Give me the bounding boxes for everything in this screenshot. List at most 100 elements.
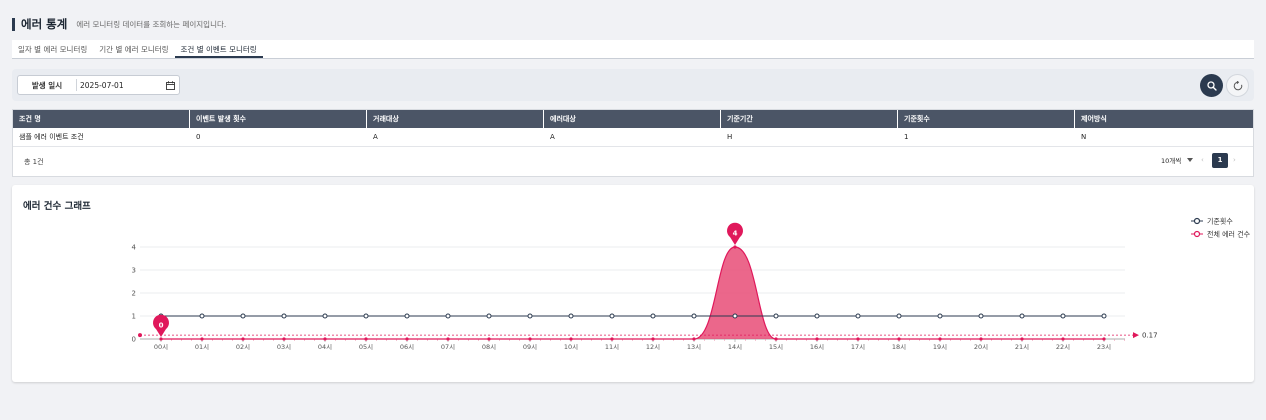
error-point[interactable] (528, 337, 532, 341)
value-marker (727, 222, 743, 245)
reference-point[interactable] (814, 313, 820, 319)
error-point[interactable] (569, 337, 573, 341)
date-filter-label: 발생 일시 (31, 80, 63, 90)
page-size-value: 10개씩 (1161, 157, 1182, 165)
legend-marker (1193, 217, 1201, 225)
x-tick-label: 22시 (1056, 343, 1070, 351)
x-tick-label: 19시 (933, 343, 947, 351)
x-tick-label: 08시 (482, 343, 496, 351)
legend-label[interactable]: 기준횟수 (1207, 217, 1233, 226)
tab-period-error[interactable]: 기간 별 에러 모니터링 (99, 45, 169, 54)
reference-point[interactable] (896, 313, 902, 319)
error-point[interactable] (405, 337, 409, 341)
legend-label[interactable]: 전체 에러 건수 (1207, 230, 1251, 239)
reset-button[interactable] (1226, 74, 1249, 97)
reference-point[interactable] (322, 313, 328, 319)
reference-point[interactable] (609, 313, 615, 319)
error-point[interactable] (1020, 337, 1024, 341)
table-cell: A (550, 133, 555, 141)
x-tick-label: 04시 (318, 343, 332, 351)
reference-point[interactable] (1060, 313, 1066, 319)
y-tick-label: 1 (132, 313, 136, 321)
chevron-down-icon (1187, 158, 1194, 162)
error-point[interactable] (364, 337, 368, 341)
marker-label: 4 (733, 230, 738, 238)
field-divider (76, 79, 77, 91)
error-point[interactable] (241, 337, 245, 341)
reference-point[interactable] (691, 313, 697, 319)
x-tick-label: 14시 (728, 343, 742, 351)
date-filter[interactable]: 발생 일시 2025-07-01 (17, 75, 180, 95)
tab-bar: 일자 별 에러 모니터링 기간 별 에러 모니터링 조건 별 이벤트 모니터링 (12, 40, 1254, 59)
reference-point[interactable] (978, 313, 984, 319)
prev-page-button[interactable]: ‹ (1201, 156, 1204, 164)
reference-point[interactable] (568, 313, 574, 319)
page-description: 에러 모니터링 데이터를 조회하는 페이지입니다. (76, 19, 227, 29)
reference-point[interactable] (527, 313, 533, 319)
page-size-select[interactable]: 10개씩 (1161, 155, 1194, 165)
column-header[interactable]: 거래대상 (367, 110, 544, 128)
column-header[interactable]: 기준횟수 (898, 110, 1075, 128)
reference-point[interactable] (486, 313, 492, 319)
error-point[interactable] (1102, 337, 1106, 341)
reset-icon (1233, 80, 1242, 90)
x-tick-label: 11시 (605, 343, 619, 351)
table-cell: 샘플 에러 이벤트 조건 (19, 133, 84, 141)
column-header[interactable]: 기준기간 (721, 110, 898, 128)
reference-point[interactable] (1101, 313, 1107, 319)
x-tick-label: 07시 (441, 343, 455, 351)
error-point[interactable] (323, 337, 327, 341)
reference-point[interactable] (404, 313, 410, 319)
chart-title: 에러 건수 그래프 (23, 201, 91, 212)
page-number-button[interactable]: 1 (1212, 153, 1228, 168)
reference-point[interactable] (199, 313, 205, 319)
table-cell: N (1081, 133, 1087, 141)
table-header: 조건 명 이벤트 발생 횟수 거래대상 에러대상 기준기간 기준횟수 제어방식 (13, 110, 1253, 128)
column-header[interactable]: 에러대상 (544, 110, 721, 128)
column-header[interactable]: 제어방식 (1081, 115, 1107, 123)
calendar-icon[interactable] (161, 78, 179, 92)
error-point[interactable] (692, 337, 696, 341)
error-point[interactable] (446, 337, 450, 341)
tab-condition-event[interactable]: 조건 별 이벤트 모니터링 (174, 40, 263, 58)
reference-point[interactable] (855, 313, 861, 319)
error-point[interactable] (815, 337, 819, 341)
error-point[interactable] (897, 337, 901, 341)
page-title: 에러 통계 (21, 17, 68, 31)
average-label: 0.17 (1142, 332, 1158, 340)
table-cell: H (727, 133, 733, 141)
column-header[interactable]: 조건 명 (13, 110, 190, 128)
tab-daily-error[interactable]: 일자 별 에러 모니터링 (18, 45, 88, 54)
reference-point[interactable] (445, 313, 451, 319)
reference-point[interactable] (732, 313, 738, 319)
next-page-button[interactable]: › (1233, 156, 1236, 164)
table-row[interactable]: 샘플 에러 이벤트 조건 0 A A H 1 N (13, 128, 1253, 147)
error-point[interactable] (159, 337, 163, 341)
reference-point[interactable] (937, 313, 943, 319)
error-point[interactable] (200, 337, 204, 341)
value-marker (153, 314, 169, 337)
error-point[interactable] (1061, 337, 1065, 341)
x-tick-label: 01시 (195, 343, 209, 351)
total-count: 총 1건 (24, 158, 44, 166)
table-cell: 1 (904, 133, 909, 141)
error-point[interactable] (282, 337, 286, 341)
reference-point[interactable] (240, 313, 246, 319)
error-point[interactable] (487, 337, 491, 341)
error-point[interactable] (610, 337, 614, 341)
error-point[interactable] (979, 337, 983, 341)
error-point[interactable] (651, 337, 655, 341)
date-input[interactable]: 2025-07-01 (80, 80, 124, 90)
reference-point[interactable] (650, 313, 656, 319)
error-point[interactable] (938, 337, 942, 341)
search-button[interactable] (1200, 74, 1223, 97)
reference-point[interactable] (773, 313, 779, 319)
x-tick-label: 05시 (359, 343, 373, 351)
error-point[interactable] (774, 337, 778, 341)
error-point[interactable] (733, 245, 737, 249)
reference-point[interactable] (281, 313, 287, 319)
reference-point[interactable] (1019, 313, 1025, 319)
column-header[interactable]: 이벤트 발생 횟수 (190, 110, 367, 128)
reference-point[interactable] (363, 313, 369, 319)
error-point[interactable] (856, 337, 860, 341)
